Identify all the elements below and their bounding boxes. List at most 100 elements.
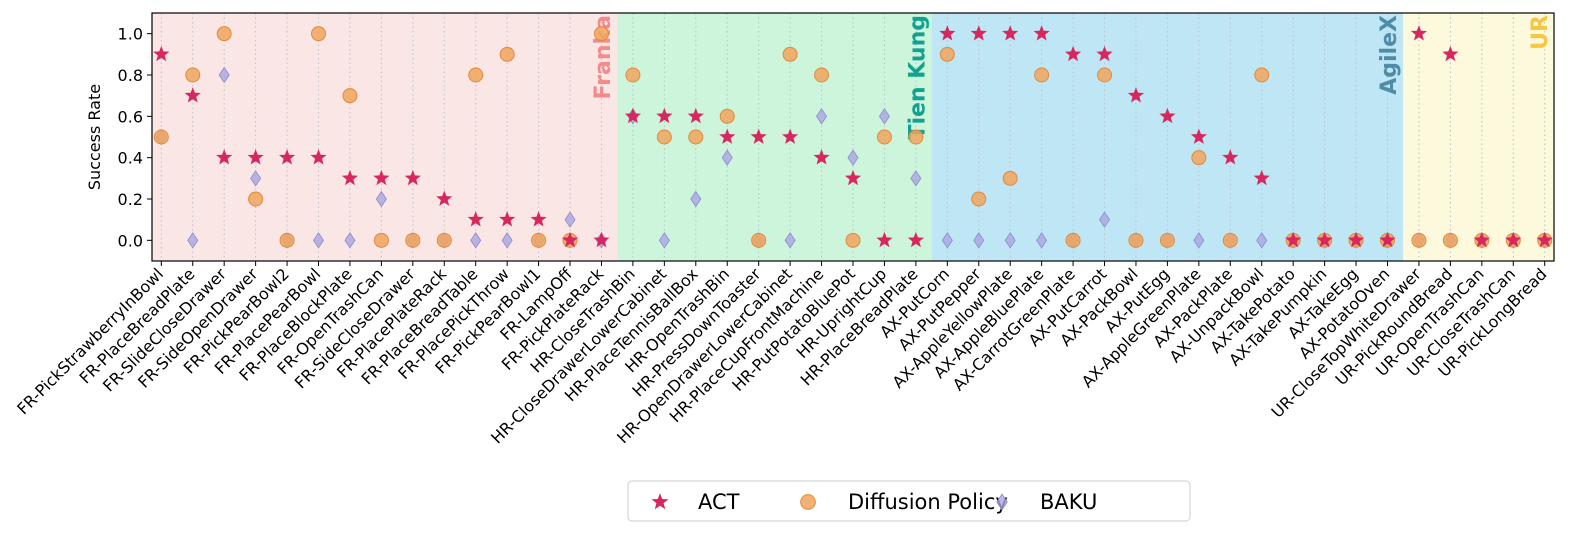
data-marks <box>153 25 1553 249</box>
diffusion-policy-point <box>342 88 358 104</box>
diffusion-policy-point <box>1065 232 1081 248</box>
act-point <box>561 231 579 248</box>
act-point <box>1285 231 1302 248</box>
baku-point <box>1193 232 1205 249</box>
act-point <box>278 149 296 165</box>
diffusion-policy-point <box>1002 170 1018 186</box>
act-point <box>499 211 516 227</box>
diffusion-policy-point <box>845 232 861 248</box>
region-bg-ur <box>1403 13 1554 261</box>
legend-box <box>627 480 1191 522</box>
act-point <box>310 149 327 165</box>
act-point <box>1033 25 1050 41</box>
act-point <box>153 45 170 62</box>
diffusion-policy-point <box>751 232 767 248</box>
diffusion-policy-point <box>248 191 264 207</box>
act-point <box>1002 25 1019 41</box>
y-tick-label: 0.2 <box>118 190 143 209</box>
act-point <box>656 107 673 124</box>
baku-point <box>1256 232 1268 249</box>
act-point <box>373 169 390 186</box>
act-point <box>1159 107 1176 124</box>
baku-point <box>847 149 859 166</box>
diffusion-policy-point <box>311 26 327 42</box>
baku-point <box>313 232 324 249</box>
diffusion-policy-point <box>1034 67 1050 83</box>
act-point <box>467 211 484 227</box>
act-point <box>687 107 704 124</box>
diffusion-policy-point <box>1254 67 1270 83</box>
act-point <box>876 231 893 248</box>
baku-point <box>564 211 576 228</box>
y-axis-label: Success Rate <box>85 84 104 190</box>
act-point <box>844 169 862 186</box>
diffusion-policy-point <box>593 26 609 42</box>
diffusion-policy-point <box>499 46 515 62</box>
diffusion-policy-point <box>782 46 798 62</box>
diffusion-policy-point <box>1128 232 1144 248</box>
region-label: Tien Kung <box>906 15 931 140</box>
diffusion-policy-point <box>468 67 484 83</box>
baku-point <box>784 232 796 249</box>
baku-point <box>470 232 482 249</box>
diffusion-policy-point <box>1191 150 1207 166</box>
act-point <box>1253 169 1270 186</box>
baku-point <box>344 232 356 249</box>
diffusion-policy-point <box>625 67 641 83</box>
act-point <box>404 169 421 186</box>
baku-point <box>690 190 702 208</box>
act-point <box>939 25 956 41</box>
baku-point <box>1004 232 1016 249</box>
baku-point <box>878 108 890 125</box>
diffusion-policy-point <box>216 26 232 42</box>
act-point <box>1536 231 1553 248</box>
act-point <box>1473 231 1490 248</box>
legend-entry-diffusion-policy: Diffusion Policy <box>800 490 1008 514</box>
diffusion-policy-point <box>939 46 955 62</box>
diffusion-policy-point <box>719 108 735 124</box>
diffusion-policy-point <box>971 191 987 207</box>
act-point <box>1190 128 1207 144</box>
diffusion-policy-point <box>279 232 295 248</box>
legend: ACT Diffusion Policy BAKU <box>627 480 1191 522</box>
legend-label: Diffusion Policy <box>848 490 1008 514</box>
act-point <box>1505 231 1522 248</box>
baku-point <box>941 232 953 249</box>
legend-marker <box>800 494 816 510</box>
act-point <box>1222 149 1239 165</box>
diffusion-policy-point <box>373 232 389 248</box>
baku-point <box>721 149 733 166</box>
baku-point <box>250 170 262 187</box>
baku-point <box>187 232 199 249</box>
diffusion-policy-point <box>436 232 452 248</box>
diffusion-policy-point <box>185 67 201 83</box>
act-point <box>216 149 233 165</box>
diffusion-policy-point <box>531 232 547 248</box>
act-point <box>907 231 924 248</box>
act-point <box>436 190 453 206</box>
series-act <box>153 25 1553 248</box>
act-point <box>530 211 547 227</box>
baku-point <box>375 190 387 208</box>
y-tick-label: 0.4 <box>118 149 143 168</box>
act-point <box>1410 25 1428 41</box>
baku-point <box>218 66 230 84</box>
diffusion-policy-point <box>908 129 924 145</box>
baku-point <box>1036 232 1048 249</box>
legend-label: BAKU <box>1040 490 1097 514</box>
act-point <box>624 107 641 124</box>
diffusion-policy-point <box>1442 232 1458 248</box>
plot-frame <box>151 12 1555 262</box>
y-tick-label: 0.8 <box>118 66 143 85</box>
diffusion-policy-point <box>1411 232 1427 248</box>
y-tick-label: 0.6 <box>118 107 143 126</box>
y-tick-label: 0.0 <box>118 231 143 250</box>
legend-marker <box>651 493 669 510</box>
y-tick-label: 1.0 <box>118 25 143 44</box>
region-labels: Franka Tien Kung AgileX UR <box>591 15 1553 140</box>
act-point <box>1379 231 1396 248</box>
act-point <box>1065 45 1082 62</box>
legend-marker <box>996 493 1008 511</box>
act-point <box>719 128 736 144</box>
legend-entry-baku: BAKU <box>996 490 1097 514</box>
